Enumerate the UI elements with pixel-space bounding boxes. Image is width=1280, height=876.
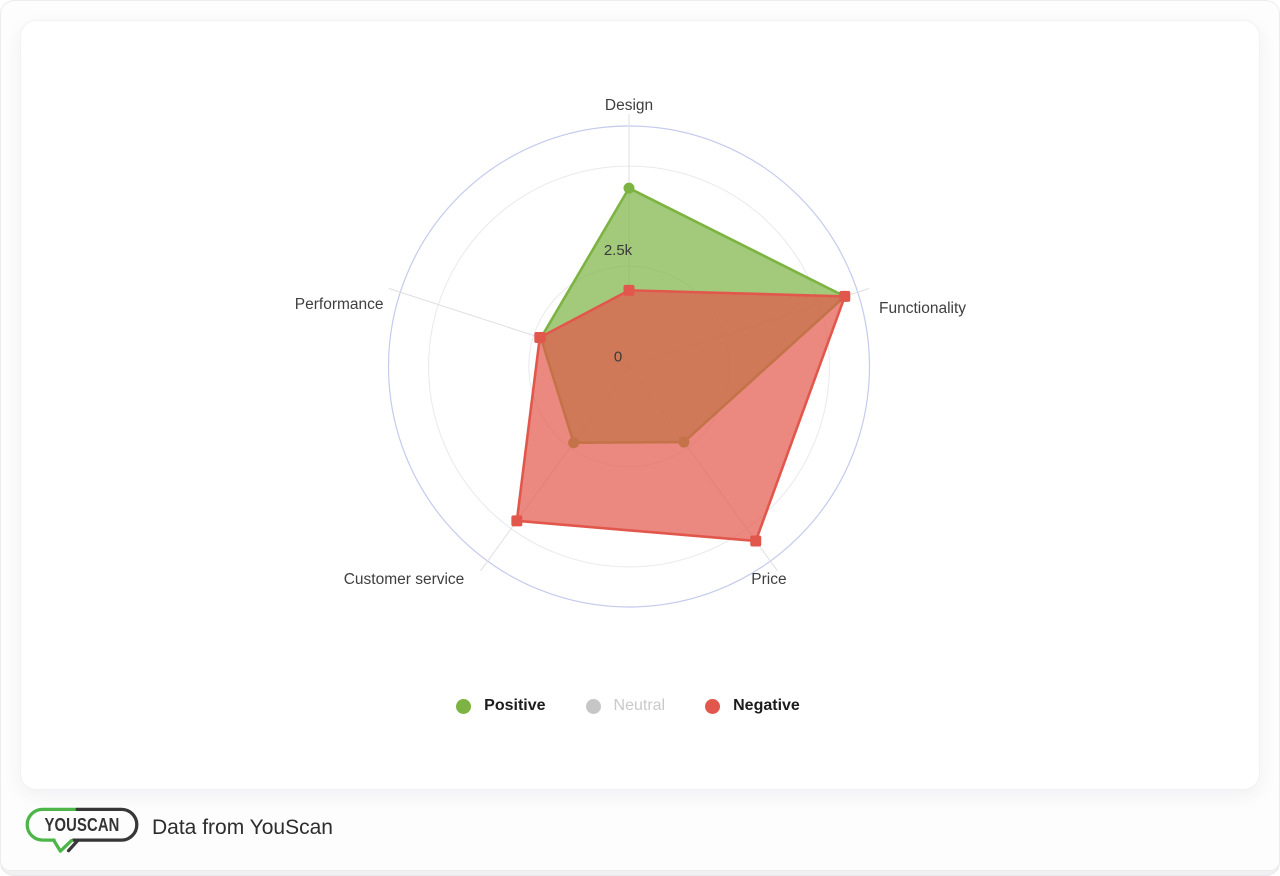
logo-tail-dark [66, 838, 80, 853]
series-marker-negative-functionality[interactable] [839, 290, 851, 302]
legend-dot-positive [456, 698, 472, 714]
legend-dot-negative [705, 698, 721, 714]
series-area-negative[interactable] [515, 289, 847, 543]
radar-chart: Design Functionality Price Customer service… [295, 97, 966, 608]
logo-tail-green-check [52, 838, 74, 853]
legend-item-neutral[interactable]: Neutral [585, 697, 666, 714]
legend-item-negative[interactable]: Negative [705, 698, 800, 714]
logo-bubble-dark-half [71, 807, 139, 842]
footer: YOUSCAN Data from YouScan [22, 803, 333, 857]
axis-label-customer-service: Customer service [344, 571, 465, 588]
series-marker-negative-customer-service[interactable] [511, 515, 523, 527]
chart-legend: Positive Neutral Negative [9, 695, 1247, 717]
legend-dot-neutral [585, 698, 601, 714]
axis-label-functionality: Functionality [879, 300, 966, 317]
axis-label-price: Price [751, 571, 786, 588]
axis-label-performance: Performance [295, 296, 384, 313]
radar-chart-area: Design Functionality Price Customer service… [21, 21, 1261, 791]
series-marker-positive-design[interactable] [623, 182, 635, 194]
radial-tick-label-2-5k: 2.5k [604, 242, 633, 259]
radial-tick-label-0: 0 [614, 349, 622, 366]
series-marker-negative-performance[interactable] [534, 332, 546, 344]
legend-label-negative: Negative [733, 697, 800, 714]
youscan-logo-text: YOUSCAN [44, 814, 119, 835]
attribution-text: Data from YouScan [152, 816, 333, 839]
legend-label-positive: Positive [484, 697, 546, 714]
series-marker-negative-price[interactable] [750, 535, 762, 547]
logo-bubble-green-half [25, 807, 79, 842]
youscan-logo-icon: YOUSCAN [25, 807, 139, 853]
series-marker-negative-design[interactable] [623, 284, 635, 296]
legend-label-neutral: Neutral [613, 697, 666, 714]
legend-item-positive[interactable]: Positive [456, 697, 546, 714]
chart-card: Design Functionality Price Customer service… [20, 20, 1260, 790]
axis-label-design: Design [605, 97, 653, 114]
